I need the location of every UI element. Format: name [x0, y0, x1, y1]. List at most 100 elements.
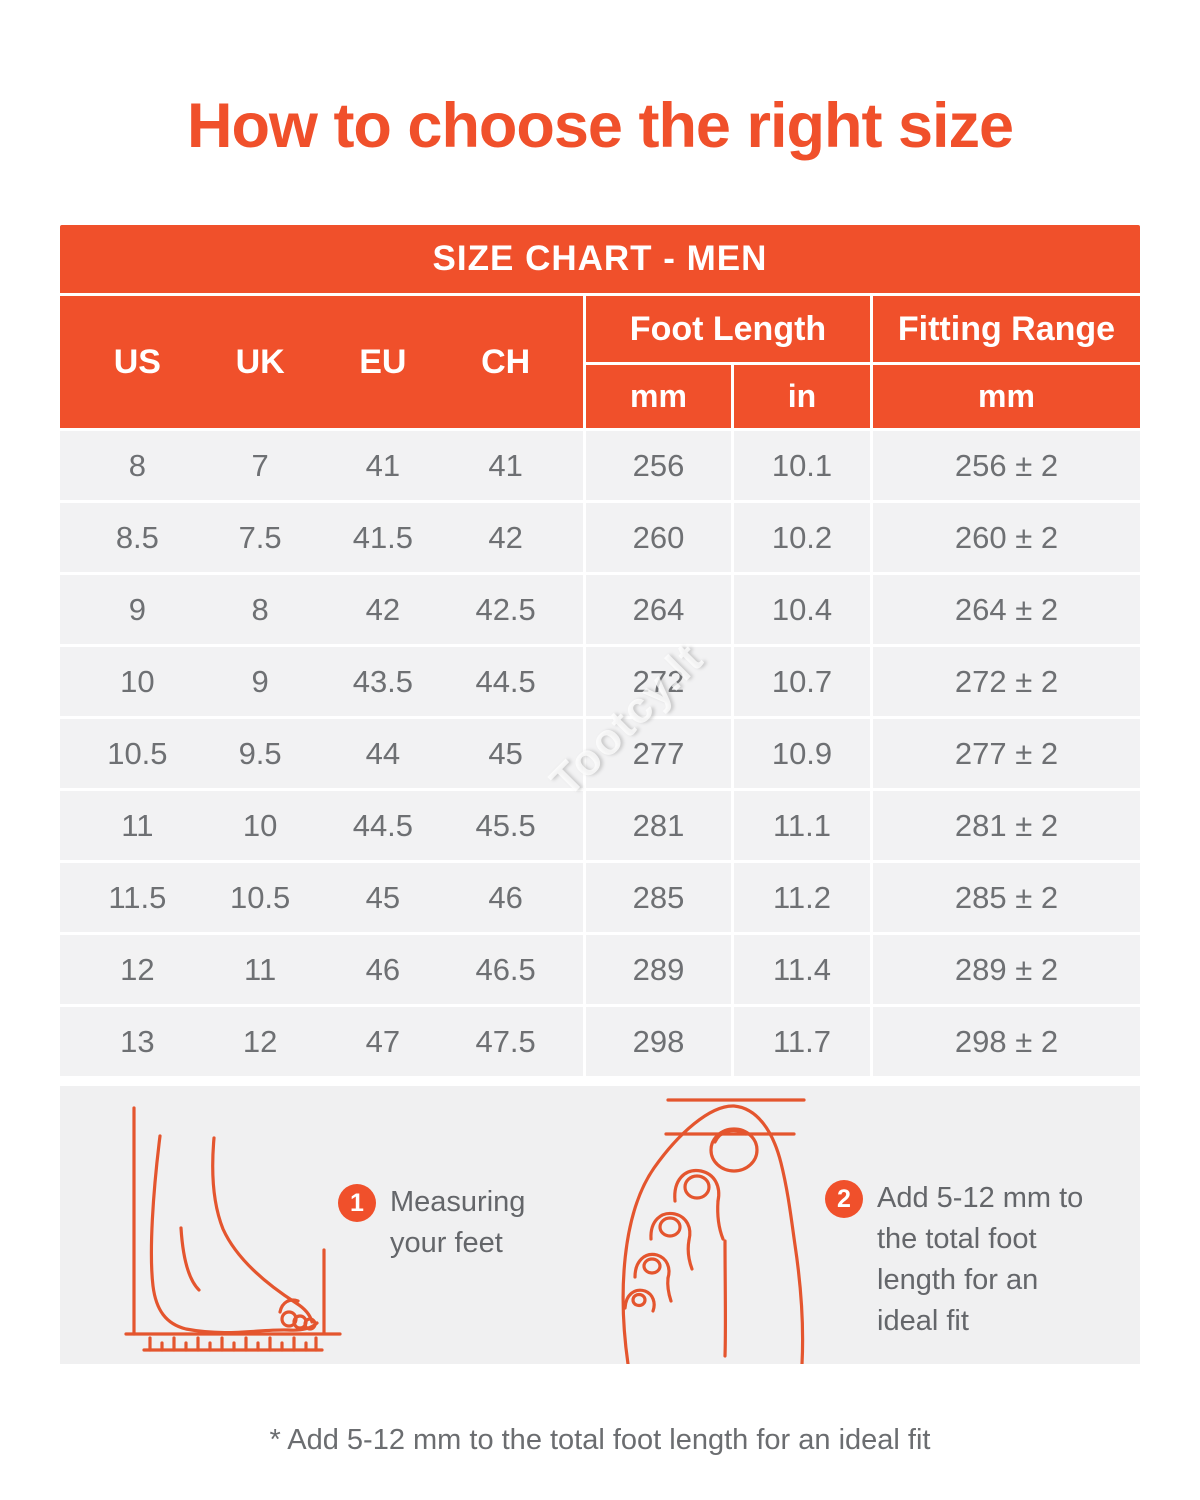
size-value: 44.5	[475, 663, 536, 699]
foot-length-in-cell: 10.7	[734, 647, 870, 716]
size-value: 41.5	[352, 519, 414, 555]
size-values-cell: 11.5 10.5 45 46	[60, 863, 583, 932]
size-value: 46	[488, 879, 523, 915]
size-value: 47.5	[475, 1023, 536, 1059]
size-value: 42.5	[475, 591, 536, 627]
size-value: 10	[242, 807, 278, 843]
size-value: 11	[244, 951, 277, 987]
size-chart-title-band: SIZE CHART - MEN	[60, 225, 1140, 293]
foot-length-mm-cell: 272	[586, 647, 731, 716]
size-values-cell: 13 12 47 47.5	[60, 1007, 583, 1076]
foot-length-in-cell: 11.7	[734, 1007, 870, 1076]
size-value: 10	[120, 663, 155, 699]
size-value: 44.5	[352, 807, 414, 843]
column-header-ch: CH	[481, 342, 531, 381]
step-1-text: Measuring your feet	[390, 1186, 526, 1259]
instruction-step-2: 2 Add 5-12 mm to the total foot length f…	[825, 1178, 1092, 1342]
foot-top-toes-illustration	[621, 1098, 806, 1364]
foot-length-in-cell: 10.1	[734, 431, 870, 500]
size-value: 42	[365, 591, 401, 627]
foot-side-measure-illustration	[124, 1106, 342, 1352]
size-value: 45	[488, 735, 523, 771]
size-value: 8	[251, 591, 269, 627]
table-row: 10.5 9.5 44 45 277 10.9 277 ± 2	[60, 719, 1140, 788]
size-value: 44	[365, 735, 401, 771]
foot-length-in-cell: 10.2	[734, 503, 870, 572]
foot-length-mm-cell: 277	[586, 719, 731, 788]
size-value: 45.5	[475, 807, 536, 843]
column-header-fitting-range-mm: mm	[873, 365, 1140, 428]
foot-length-mm-cell: 260	[586, 503, 731, 572]
size-value: 46	[365, 951, 401, 987]
column-header-foot-length-mm: mm	[586, 365, 731, 428]
column-header-us: US	[113, 342, 161, 381]
foot-length-in-cell: 10.4	[734, 575, 870, 644]
size-value: 7	[251, 447, 269, 483]
size-value: 9	[251, 663, 269, 699]
fitting-range-cell: 285 ± 2	[873, 863, 1140, 932]
size-value: 9	[128, 591, 146, 627]
column-header-eu: EU	[359, 342, 407, 381]
foot-length-in-cell: 11.1	[734, 791, 870, 860]
size-systems-header: US UK EU CH	[60, 296, 583, 428]
fitting-range-cell: 281 ± 2	[873, 791, 1140, 860]
page-title: How to choose the right size	[186, 91, 1014, 161]
size-chart-body: 8 7 41 41 256 10.1 256 ± 2 8.5 7.5 41.5 42 260 10.2 2…	[60, 431, 1140, 1076]
instruction-step-1: 1 Measuring your feet	[338, 1182, 535, 1264]
size-values-cell: 12 11 46 46.5	[60, 935, 583, 1004]
table-row: 9 8 42 42.5 264 10.4 264 ± 2	[60, 575, 1140, 644]
step-2-number-badge: 2	[825, 1180, 863, 1218]
table-row: 11 10 44.5 45.5 281 11.1 281 ± 2	[60, 791, 1140, 860]
foot-length-mm-cell: 281	[586, 791, 731, 860]
fitting-range-cell: 272 ± 2	[873, 647, 1140, 716]
step-2-text: Add 5-12 mm to the total foot length for…	[877, 1182, 1084, 1337]
foot-length-in-cell: 11.2	[734, 863, 870, 932]
fitting-range-cell: 298 ± 2	[873, 1007, 1140, 1076]
size-value: 47	[365, 1023, 401, 1059]
size-values-cell: 10.5 9.5 44 45	[60, 719, 583, 788]
size-value: 41	[488, 447, 523, 483]
table-row: 13 12 47 47.5 298 11.7 298 ± 2	[60, 1007, 1140, 1076]
size-chart-table: SIZE CHART - MEN US UK EU CH Foot Length…	[60, 225, 1140, 1079]
size-chart-title: SIZE CHART - MEN	[432, 239, 768, 278]
foot-length-mm-cell: 298	[586, 1007, 731, 1076]
size-values-cell: 8 7 41 41	[60, 431, 583, 500]
fitting-range-cell: 277 ± 2	[873, 719, 1140, 788]
size-value: 10.5	[107, 735, 168, 771]
size-value: 10.5	[229, 879, 291, 915]
size-value: 12	[242, 1023, 278, 1059]
measuring-instructions-panel: 1 Measuring your feet 2 Add 5-12 mm to t…	[60, 1086, 1140, 1364]
size-chart-column-headers: US UK EU CH Foot Length Fitting Range mm…	[60, 296, 1140, 428]
foot-length-mm-cell: 285	[586, 863, 731, 932]
size-value: 11.5	[108, 879, 167, 915]
fitting-range-cell: 289 ± 2	[873, 935, 1140, 1004]
size-value: 9.5	[238, 735, 282, 771]
size-value: 8	[128, 447, 146, 483]
size-value: 11	[121, 807, 154, 843]
table-row: 11.5 10.5 45 46 285 11.2 285 ± 2	[60, 863, 1140, 932]
size-value: 43.5	[352, 663, 414, 699]
table-row: 8.5 7.5 41.5 42 260 10.2 260 ± 2	[60, 503, 1140, 572]
size-value: 46.5	[475, 951, 536, 987]
size-value: 8.5	[115, 519, 159, 555]
size-value: 7.5	[238, 519, 282, 555]
size-value: 12	[120, 951, 155, 987]
step-1-number-badge: 1	[338, 1184, 376, 1222]
size-value: 41	[365, 447, 401, 483]
foot-length-mm-cell: 264	[586, 575, 731, 644]
size-values-cell: 11 10 44.5 45.5	[60, 791, 583, 860]
column-header-fitting-range: Fitting Range	[873, 296, 1140, 362]
table-row: 8 7 41 41 256 10.1 256 ± 2	[60, 431, 1140, 500]
foot-length-mm-cell: 256	[586, 431, 731, 500]
size-values-cell: 8.5 7.5 41.5 42	[60, 503, 583, 572]
fitting-range-cell: 264 ± 2	[873, 575, 1140, 644]
column-header-foot-length-in: in	[734, 365, 870, 428]
foot-length-in-cell: 10.9	[734, 719, 870, 788]
column-header-foot-length: Foot Length	[586, 296, 870, 362]
table-row: 12 11 46 46.5 289 11.4 289 ± 2	[60, 935, 1140, 1004]
footnote: * Add 5-12 mm to the total foot length f…	[269, 1424, 931, 1456]
size-values-cell: 10 9 43.5 44.5	[60, 647, 583, 716]
size-value: 45	[365, 879, 401, 915]
foot-length-in-cell: 11.4	[734, 935, 870, 1004]
